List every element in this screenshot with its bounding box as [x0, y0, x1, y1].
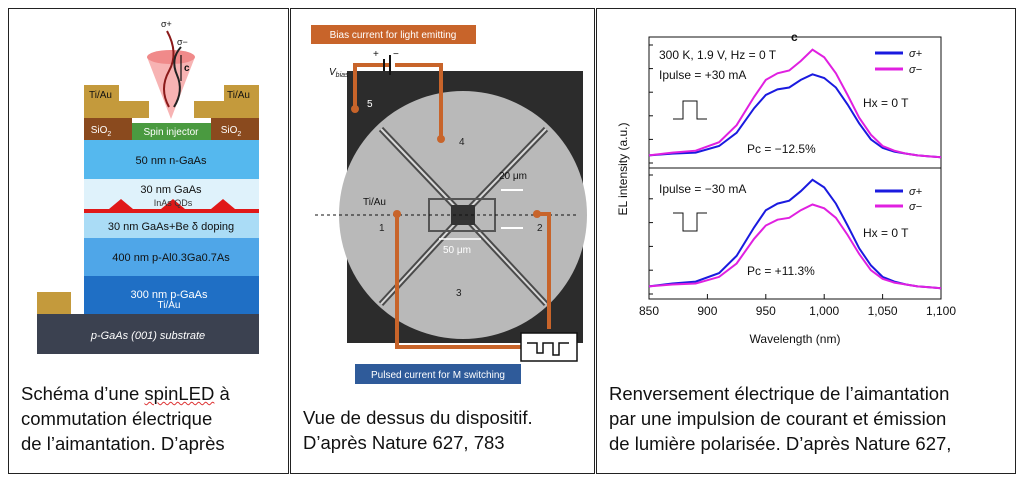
label-bias-current: Bias current for light emitting: [330, 30, 457, 41]
label-sio2-left: SiO2: [91, 125, 112, 138]
panel-spinled-schematic: p-GaAs (001) substrate 300 nm p-GaAs Ti/…: [8, 8, 289, 474]
legend-sigma-plus: σ+: [909, 186, 923, 198]
legend-sigma-plus: σ+: [909, 48, 923, 60]
layer-sio2-left: [84, 118, 132, 140]
layer-gaas-be: [84, 213, 259, 238]
label-tiau-right: Ti/Au: [227, 90, 250, 101]
label-tiau: Ti/Au: [363, 197, 386, 208]
caption-panel1: Schéma d’une spinLED à commutation élect…: [21, 381, 278, 456]
label-n-gaas: 50 nm n-GaAs: [136, 155, 207, 167]
annotation-pulse-top: Ipulse = +30 mA: [659, 68, 746, 82]
layer-sio2-right: [211, 118, 259, 140]
legend-bottom: σ+ σ−: [875, 186, 923, 213]
electrode-number: 4: [459, 137, 465, 148]
caption-panel2: Vue de dessus du dispositif. D’après Nat…: [303, 405, 584, 455]
sigma-minus-wave: [173, 46, 182, 108]
chart-title: 300 K, 1.9 V, Hz = 0 T: [659, 48, 777, 62]
annotation-field-top: Hx = 0 T: [863, 96, 909, 110]
label-sigma-minus: σ−: [177, 37, 188, 47]
label-vbias: Vbias: [329, 67, 349, 79]
pulsed-current-box: [355, 364, 521, 384]
caption-line: commutation électrique: [21, 408, 213, 429]
annotation-pulse-bottom: Ipulse = −30 mA: [659, 182, 746, 196]
center-device: [451, 205, 475, 225]
label-algaas: 400 nm p-Al0.3Ga0.7As: [112, 252, 230, 264]
sigma-plus-wave: [163, 30, 175, 108]
label-scale-50: 50 μm: [443, 245, 471, 256]
quantum-dots-shape: [84, 199, 259, 213]
caption-line: Schéma d’une spinLED à: [21, 383, 230, 404]
caption-line: de l’aimantation. D’après: [21, 433, 225, 454]
x-tick-label: 1,100: [926, 304, 956, 318]
legend-top: σ+ σ−: [875, 48, 923, 76]
caption-line: D’après Nature 627, 783: [303, 432, 505, 453]
legend-sigma-minus: σ−: [909, 201, 923, 213]
el-intensity-chart: 850 900 950 1,000 1,050 1,100 300 K, 1.9 V, H…: [616, 30, 956, 346]
cone-top: [147, 50, 195, 64]
label-sio2-right: SiO2: [221, 125, 242, 138]
caption-line: Renversement électrique de l’aimantation: [609, 383, 950, 404]
electrode-number: 3: [456, 288, 462, 299]
caption-panel3: Renversement électrique de l’aimantation…: [609, 381, 1005, 456]
electrode-number: 1: [379, 223, 385, 234]
pulse-generator-box: [520, 332, 578, 362]
x-tick-label: 900: [697, 304, 717, 318]
layer-side-contact: [37, 292, 71, 314]
x-tick-label: 1,000: [809, 304, 839, 318]
layer-tiau-left: [84, 85, 149, 118]
series-line-sigma-minus: [648, 203, 942, 290]
panel-el-spectra: 850 900 950 1,000 1,050 1,100 300 K, 1.9 V, H…: [596, 8, 1016, 474]
label-c-axis: c: [184, 63, 190, 74]
x-tick-label: 1,050: [868, 304, 898, 318]
label-minus: −: [393, 49, 399, 60]
x-tick-label: 850: [639, 304, 659, 318]
bias-current-box: [311, 25, 476, 44]
pulse-negative-icon: [673, 212, 707, 232]
series-line-sigma-minus: [648, 48, 942, 159]
electrode-number: 2: [537, 223, 543, 234]
label-scale-20: 20 μm: [499, 171, 527, 182]
layer-substrate: [37, 314, 259, 354]
electrode-number: 5: [367, 99, 373, 110]
y-axis-label: EL intensity (a.u.): [616, 123, 630, 216]
caption-line: Vue de dessus du dispositif.: [303, 407, 533, 428]
annotation-field-bottom: Hx = 0 T: [863, 226, 909, 240]
label-plus: +: [373, 49, 379, 60]
layer-spin-injector: [132, 123, 211, 140]
x-tick-label: 950: [756, 304, 776, 318]
caption-line: par une impulsion de courant et émission: [609, 408, 947, 429]
emission-cone: [147, 52, 195, 119]
pulse-positive-icon: [673, 100, 707, 120]
label-substrate: p-GaAs (001) substrate: [90, 330, 205, 342]
annotation-pc-top: Pc = −12.5%: [747, 142, 816, 156]
panel-device-top-view: Bias current for light emitting: [290, 8, 595, 474]
label-qds: InAs QDs: [154, 198, 193, 208]
label-gaas-be: 30 nm GaAs+Be δ doping: [108, 221, 234, 233]
label-c: c: [791, 30, 798, 44]
spinled-layer-stack: p-GaAs (001) substrate 300 nm p-GaAs Ti/…: [37, 19, 259, 354]
legend-sigma-minus: σ−: [909, 64, 923, 76]
label-p-gaas: 300 nm p-GaAs: [130, 289, 208, 301]
pulse-waveform-icon: [527, 342, 569, 356]
label-spin-injector: Spin injector: [143, 127, 199, 138]
layer-p-gaas: [84, 276, 259, 314]
label-gaas-30: 30 nm GaAs: [140, 184, 202, 196]
device-micrograph: Bias current for light emitting: [311, 25, 587, 384]
label-sigma-plus: σ+: [161, 19, 172, 29]
x-axis-label: Wavelength (nm): [750, 332, 841, 346]
caption-line: de lumière polarisée. D’après Nature 627…: [609, 433, 952, 454]
layer-algaas: [84, 238, 259, 276]
annotation-pc-bottom: Pc = +11.3%: [747, 264, 815, 278]
label-tiau-left: Ti/Au: [89, 90, 112, 101]
layer-tiau-right: [194, 85, 259, 118]
label-tiau-contact: Ti/Au: [158, 300, 181, 311]
layer-n-gaas: [84, 140, 259, 179]
label-pulsed-current: Pulsed current for M switching: [371, 370, 505, 381]
